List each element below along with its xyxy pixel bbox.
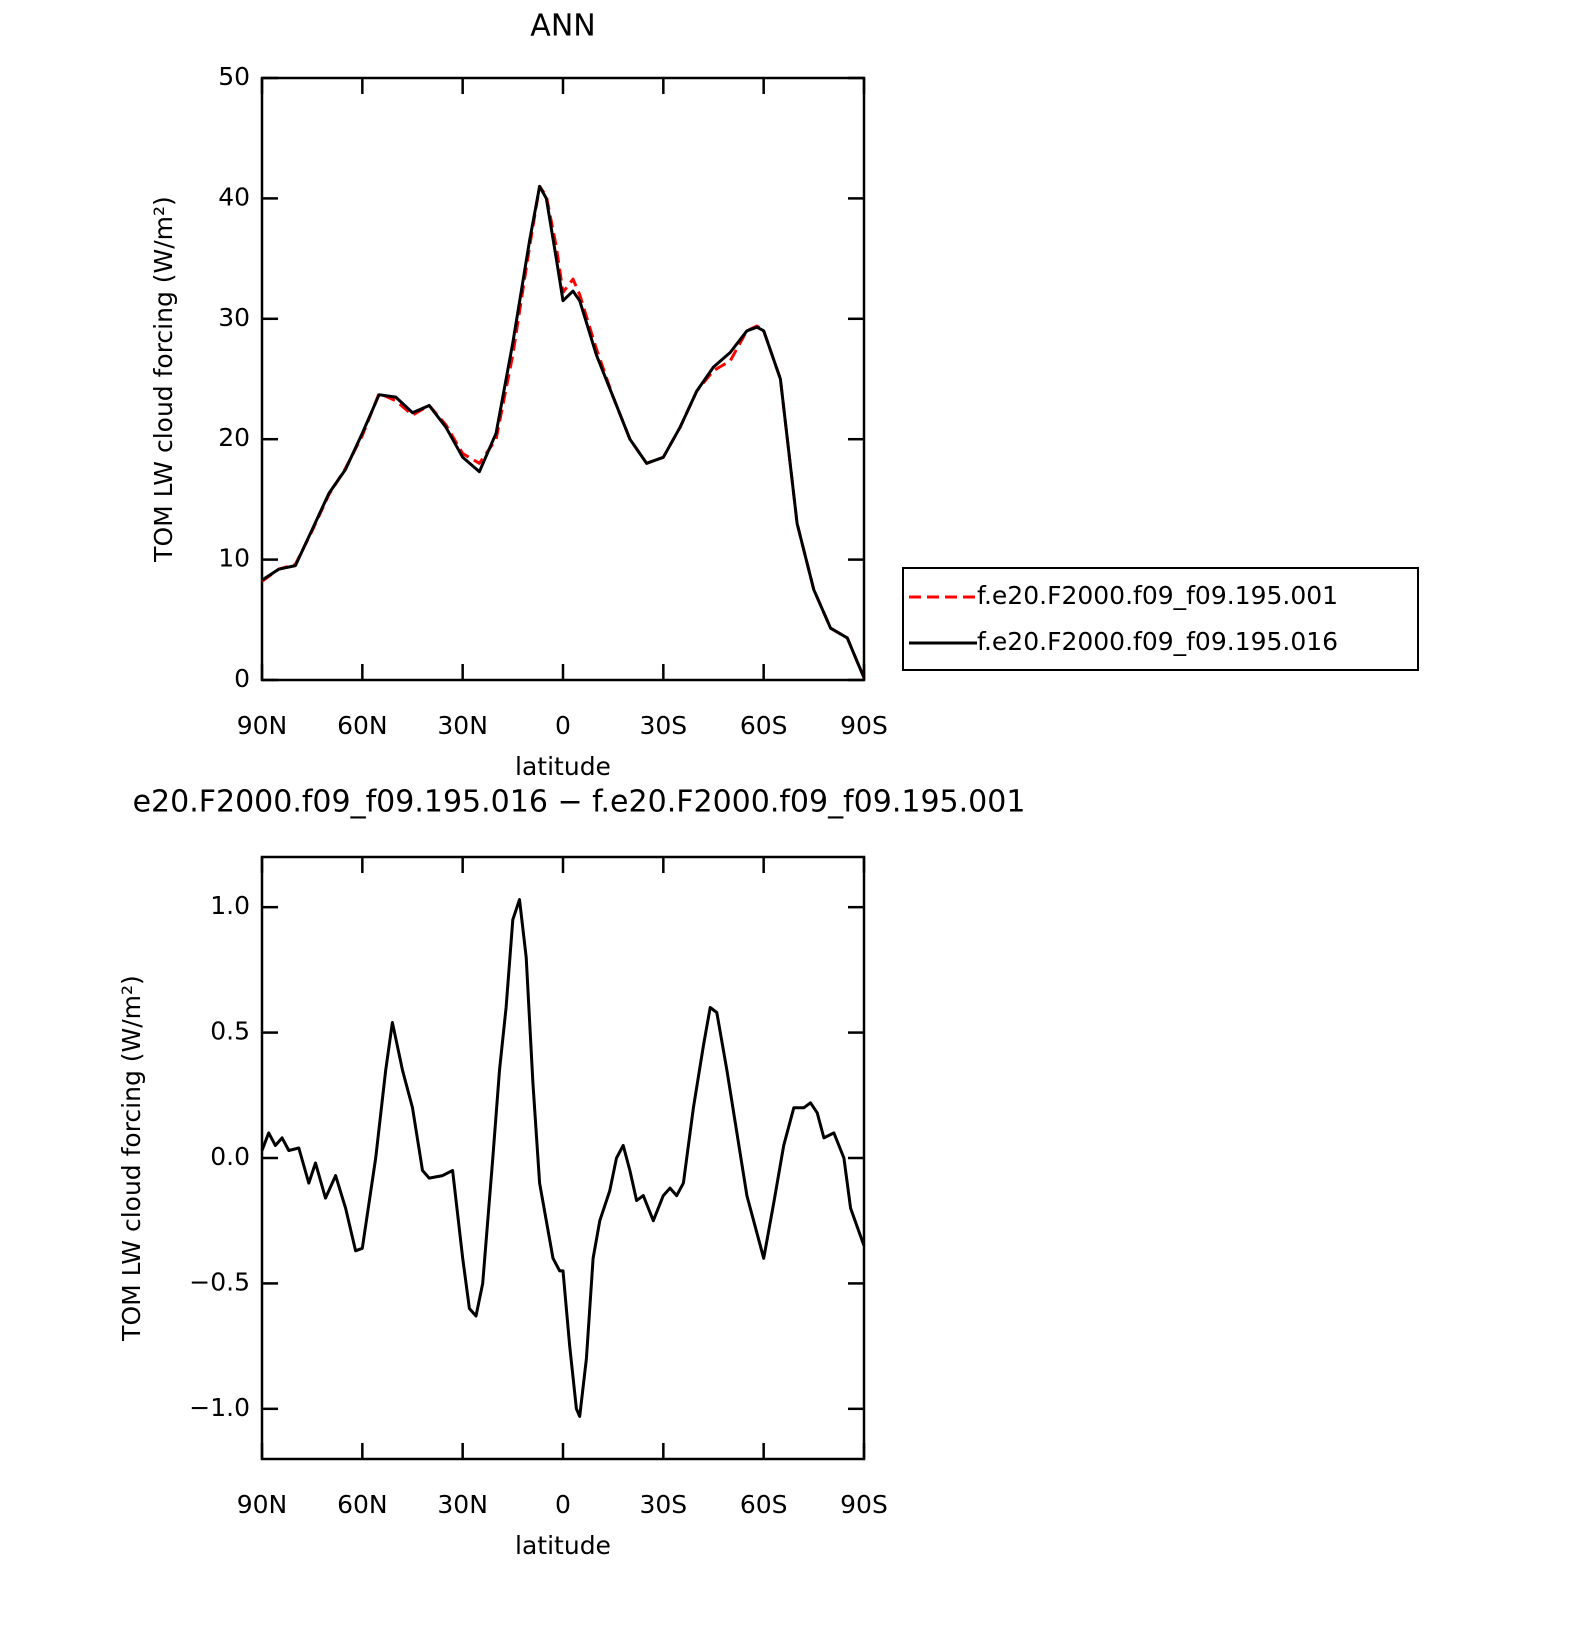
x-tick-label: 90S [840,1490,888,1519]
y-tick-label: 20 [218,423,250,452]
y-tick-label: 50 [218,62,250,91]
chart-title: e20.F2000.f09_f09.195.016 − f.e20.F2000.… [133,785,1026,820]
y-tick-label: 0.0 [210,1142,250,1171]
y-tick-label: 30 [218,303,250,332]
y-tick-label: −0.5 [189,1267,250,1296]
y-axis-label: TOM LW cloud forcing (W/m²) [117,975,146,1342]
y-tick-label: 0.5 [210,1017,250,1046]
x-tick-label: 60S [740,1490,788,1519]
x-tick-label: 0 [555,1490,571,1519]
y-axis-label: TOM LW cloud forcing (W/m²) [149,196,178,563]
x-tick-label: 90N [237,1490,288,1519]
y-tick-label: −1.0 [189,1393,250,1422]
x-tick-label: 30S [639,1490,687,1519]
x-tick-label: 60S [740,711,788,740]
series-line [261,184,866,679]
x-axis-label: latitude [515,752,611,781]
chart-title: ANN [530,9,595,44]
x-tick-label: 60N [337,711,388,740]
plot-frame [260,76,866,682]
y-tick-label: 1.0 [210,891,250,920]
x-tick-label: 30N [437,1490,488,1519]
legend-label: f.e20.F2000.f09_f09.195.001 [977,581,1338,610]
x-tick-label: 90N [237,711,288,740]
x-tick-label: 0 [555,711,571,740]
x-tick-label: 30N [437,711,488,740]
legend-label: f.e20.F2000.f09_f09.195.016 [977,627,1338,656]
y-tick-label: 10 [218,544,250,573]
legend-box [902,567,1419,671]
y-tick-label: 40 [218,182,250,211]
x-tick-label: 60N [337,1490,388,1519]
series-line [261,184,866,679]
x-tick-label: 90S [840,711,888,740]
series-line [260,898,866,1418]
y-tick-label: 0 [234,664,250,693]
x-axis-label: latitude [515,1531,611,1560]
plot-frame [260,855,866,1461]
x-tick-label: 30S [639,711,687,740]
